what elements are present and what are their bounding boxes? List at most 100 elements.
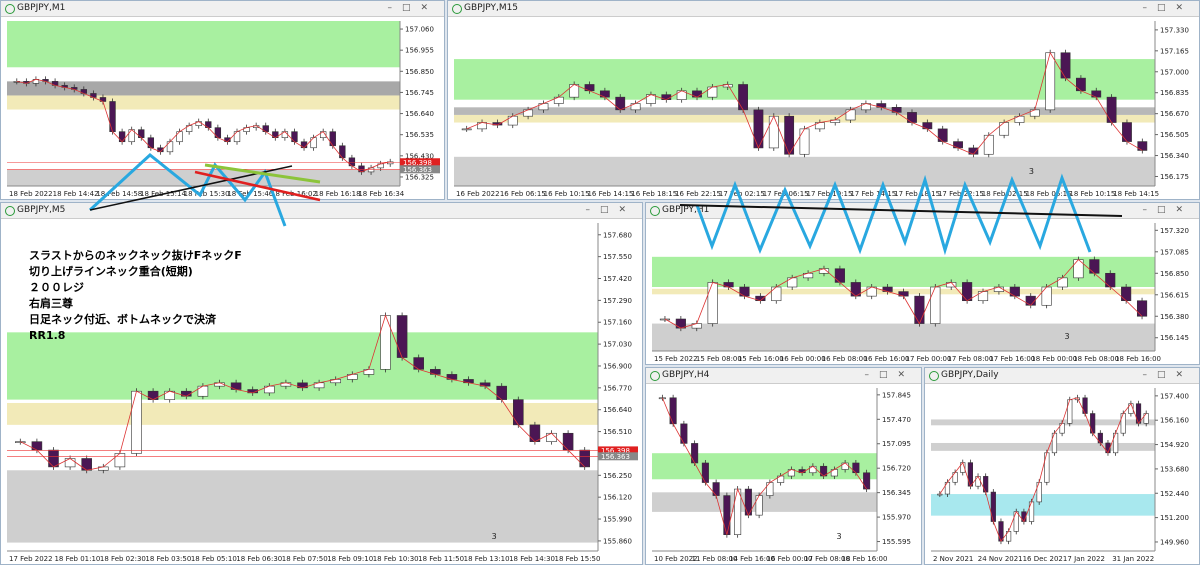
price-label: 156.850 [1160,270,1189,278]
price-zone [931,442,1155,451]
title-bar: GBPJPY,Daily –□✕ [925,368,1199,384]
price-label: 155.860 [603,537,632,545]
time-label: 18 Feb 16:18 [315,190,361,198]
candle [753,109,764,149]
candle [1106,96,1117,123]
price-label: 157.330 [1160,26,1189,34]
price-label: 156.900 [603,362,632,370]
candle [852,462,860,474]
price-zone [652,256,1155,287]
price-label: 155.990 [603,516,632,524]
time-label: 7 Jan 2022 [1067,555,1105,563]
price-tag [598,452,638,461]
title-bar: GBPJPY,H1 –□✕ [646,203,1199,219]
wave-count: 3 [1064,332,1069,341]
candle [983,134,994,155]
candle [766,482,774,496]
candle [707,282,718,324]
price-tag [598,446,638,455]
window-title: GBPJPY,M15 [464,3,519,13]
candle [691,443,699,464]
window-buttons[interactable]: –□✕ [1142,3,1193,13]
price-label: 156.340 [1160,152,1189,160]
candle [845,109,856,121]
candle [1135,403,1142,424]
close-line [662,397,867,535]
candle [734,488,742,535]
chart-window: GBPJPY,Daily –□✕ 157.400 156.160 154.920 153.… [924,367,1200,565]
chart-window: GBPJPY,M1 –□✕ 157.060 156.955 156.850 156.745… [0,0,445,200]
time-label: 18 Feb 11:50 [418,555,464,563]
chart-window: GBPJPY,H1 –□✕ 157.320 157.085 156.850 156.615… [645,202,1200,365]
price-zone [652,492,877,512]
candle [513,399,524,426]
candle [990,491,996,522]
time-label: 17 Feb 08:00 [804,555,850,563]
time-label: 16 Feb 22:15 [675,190,721,198]
time-label: 16 Feb 10:15 [544,190,590,198]
time-label: 18 Feb 2022 [9,190,53,198]
price-label: 155.595 [882,538,911,546]
time-label: 17 Feb 16:00 [989,355,1035,363]
candle [712,482,720,496]
candle [1136,300,1148,317]
window-title: GBPJPY,M1 [17,3,66,13]
window-buttons[interactable]: –□✕ [387,3,438,13]
window-buttons[interactable]: –□✕ [864,370,915,380]
candle [1120,413,1126,434]
close-line [466,51,1143,156]
candle [1036,481,1042,503]
symbol-icon [5,4,15,14]
symbol-icon [5,206,15,216]
candle [147,137,155,149]
price-label: 157.095 [882,440,911,448]
close-line [16,78,391,173]
price-label: 156.145 [1160,334,1189,342]
time-label: 16 Feb 18:15 [631,190,677,198]
candle [707,86,718,98]
candle [739,286,750,297]
price-label: 156.430 [405,152,434,160]
price-label: 153.680 [1160,465,1189,473]
time-label: 16 Feb 14:15 [587,190,633,198]
time-label: 18 Feb 15:50 [555,555,601,563]
price-label: 156.325 [405,173,434,181]
price-label: 157.160 [603,319,632,327]
price-label: 156.120 [603,494,632,502]
price-zone [652,323,1155,351]
time-label: 18 Feb 06:15 [1026,190,1072,198]
window-buttons[interactable]: –□✕ [1142,370,1193,380]
price-zone [7,21,400,68]
price-label: 156.745 [405,89,434,97]
title-bar: GBPJPY,M15 –□✕ [448,1,1199,17]
time-label: 18 Feb 01:10 [54,555,100,563]
price-label: 157.060 [405,26,434,34]
time-label: 18 Feb 15:30 [184,190,230,198]
price-label: 157.165 [1160,47,1189,55]
time-label: 18 Feb 14:42 [53,190,99,198]
price-label: 156.510 [603,428,632,436]
candle [659,318,671,321]
candle [118,131,126,143]
candle [937,128,948,142]
candle [1013,511,1019,532]
price-label: 156.835 [1160,89,1189,97]
time-label: 16 Dec 2021 [1023,555,1068,563]
candle [214,127,222,139]
window-buttons[interactable]: –□✕ [1142,205,1193,215]
time-label: 17 Feb 2022 [9,555,53,563]
price-label: 157.470 [882,416,911,424]
symbol-icon [650,371,660,381]
time-label: 17 Feb 00:00 [906,355,952,363]
chart-window: GBPJPY,H4 –□✕ 157.845 157.470 157.095 156.720… [645,367,922,565]
time-label: 31 Jan 2022 [1112,555,1154,563]
price-tag [400,165,440,174]
price-tag-label: 156.363 [403,166,432,174]
time-label: 15 Feb 16:00 [738,355,784,363]
candle [496,385,507,400]
time-label: 18 Feb 02:15 [982,190,1028,198]
window-buttons[interactable]: –□✕ [585,205,636,215]
candle [176,131,183,143]
candle [31,441,43,451]
candle [1105,272,1116,288]
